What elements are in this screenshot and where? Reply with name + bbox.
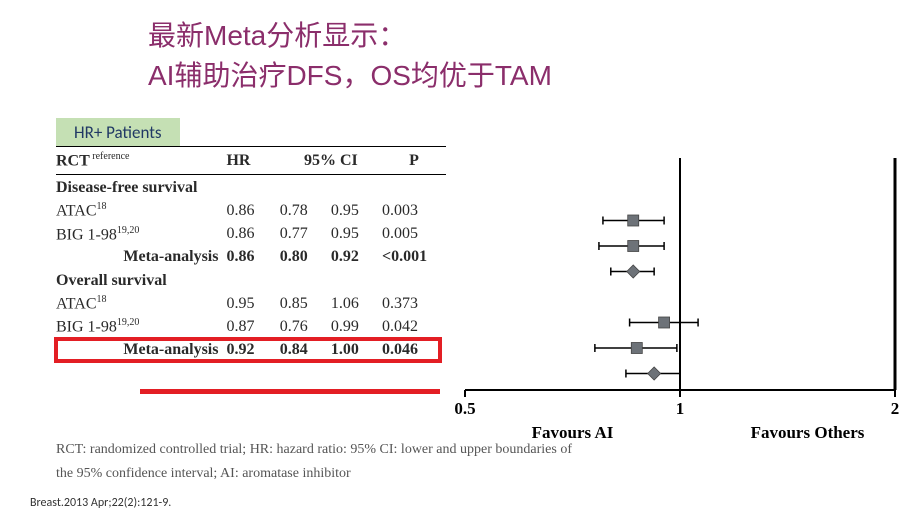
svg-text:1: 1 xyxy=(676,399,685,418)
patients-badge: HR+ Patients xyxy=(56,118,180,147)
red-underline xyxy=(140,389,440,394)
slide-title: 最新Meta分析显示： AI辅助治疗DFS，OS均优于TAM xyxy=(148,14,552,94)
title-line-1: 最新Meta分析显示： xyxy=(148,14,552,54)
title-line-2: AI辅助治疗DFS，OS均优于TAM xyxy=(148,54,552,94)
svg-text:Favours AI: Favours AI xyxy=(532,423,614,438)
svg-text:0.5: 0.5 xyxy=(454,399,475,418)
forest-table: RCT referenceHR95% CIPDisease-free survi… xyxy=(56,146,446,361)
svg-text:Favours Others: Favours Others xyxy=(751,423,865,438)
footnote-line-1: RCT: randomized controlled trial; HR: ha… xyxy=(56,438,572,462)
svg-text:2: 2 xyxy=(891,399,900,418)
citation: Breast.2013 Apr;22(2):121-9. xyxy=(30,496,171,510)
forest-plot: 0.5 1 2 Favours AI Favours Others xyxy=(450,148,910,438)
footnote-line-2: the 95% confidence interval; AI: aromata… xyxy=(56,462,572,486)
footnote: RCT: randomized controlled trial; HR: ha… xyxy=(56,438,572,486)
